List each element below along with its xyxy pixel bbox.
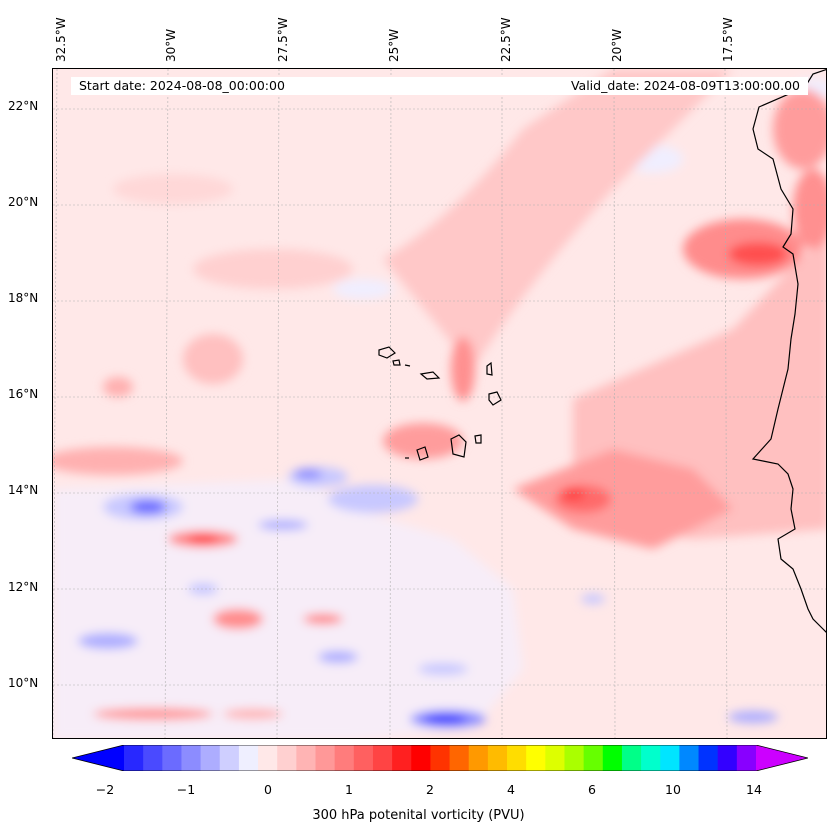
colorbar-tick: 10 xyxy=(665,782,681,797)
valid-date-label: Valid_date: 2024-08-09T13:00:00.00 xyxy=(570,78,800,93)
colorbar-segment xyxy=(353,745,374,771)
colorbar-segment xyxy=(641,745,661,771)
colorbar-segment xyxy=(564,745,585,771)
lat-label-14n: 14°N xyxy=(8,483,39,497)
colorbar-segment xyxy=(583,745,604,771)
colorbar-tick: −2 xyxy=(95,782,115,797)
lon-label-30w: 30°W xyxy=(164,28,178,62)
map-gridlines xyxy=(53,69,826,738)
lon-label-20w: 20°W xyxy=(610,28,624,62)
lat-label-20n: 20°N xyxy=(8,195,39,209)
lat-label-16n: 16°N xyxy=(8,387,39,401)
colorbar-segment xyxy=(334,745,355,771)
colorbar-segment xyxy=(258,745,278,771)
pv-map-panel xyxy=(52,68,827,739)
african-coastline xyxy=(751,69,826,633)
colorbar-segment xyxy=(468,745,489,771)
start-date-label: Start date: 2024-08-08_00:00:00 xyxy=(79,78,285,93)
colorbar-segment xyxy=(238,745,259,771)
lon-label-27-5w: 27.5°W xyxy=(276,17,290,62)
colorbar-tick: 2 xyxy=(426,782,434,797)
lon-label-22-5w: 22.5°W xyxy=(499,17,513,62)
colorbar-segment xyxy=(315,745,336,771)
lon-label-25w: 25°W xyxy=(387,28,401,62)
lat-label-22n: 22°N xyxy=(8,99,39,113)
colorbar-extend-min xyxy=(72,745,124,771)
lon-label-32-5w: 32.5°W xyxy=(54,17,68,62)
colorbar-tick: 0 xyxy=(264,782,272,797)
colorbar-tick: 1 xyxy=(345,782,353,797)
colorbar-segment xyxy=(296,745,317,771)
colorbar-segment xyxy=(526,745,546,771)
colorbar-segment xyxy=(545,745,565,771)
colorbar-segment xyxy=(449,745,470,771)
colorbar-segment xyxy=(507,745,527,771)
colorbar-segment xyxy=(679,745,700,771)
colorbar-segment xyxy=(411,745,431,771)
colorbar-segment xyxy=(487,745,508,771)
colorbar-segment xyxy=(430,745,451,771)
colorbar-segment xyxy=(660,745,680,771)
colorbar-segment xyxy=(698,745,719,771)
pv-colorbar xyxy=(72,745,808,771)
colorbar-label: 300 hPa potenital vorticity (PVU) xyxy=(312,808,525,823)
cape-verde-islands xyxy=(378,346,502,461)
pv-contour-field xyxy=(53,69,826,738)
colorbar-segment xyxy=(621,745,642,771)
colorbar-segment xyxy=(277,745,297,771)
lat-label-10n: 10°N xyxy=(8,676,39,690)
colorbar-segment xyxy=(602,745,623,771)
colorbar-segment xyxy=(219,745,240,771)
colorbar-tick: 4 xyxy=(507,782,515,797)
colorbar-tick: 6 xyxy=(588,782,596,797)
lat-label-18n: 18°N xyxy=(8,291,39,305)
colorbar-segment xyxy=(162,745,182,771)
date-info-bar: Start date: 2024-08-08_00:00:00 Valid_da… xyxy=(71,77,808,95)
colorbar-segment xyxy=(181,745,202,771)
colorbar-segment xyxy=(372,745,393,771)
colorbar-segment xyxy=(143,745,163,771)
colorbar-extend-max xyxy=(756,745,808,771)
colorbar-segment xyxy=(392,745,412,771)
colorbar-segment xyxy=(124,745,144,771)
colorbar-tick: 14 xyxy=(746,782,762,797)
colorbar-segment xyxy=(200,745,221,771)
lon-label-17-5w: 17.5°W xyxy=(721,17,735,62)
lat-label-12n: 12°N xyxy=(8,580,39,594)
colorbar-segment xyxy=(736,745,757,771)
colorbar-tick: −1 xyxy=(176,782,196,797)
colorbar-segment xyxy=(717,745,738,771)
